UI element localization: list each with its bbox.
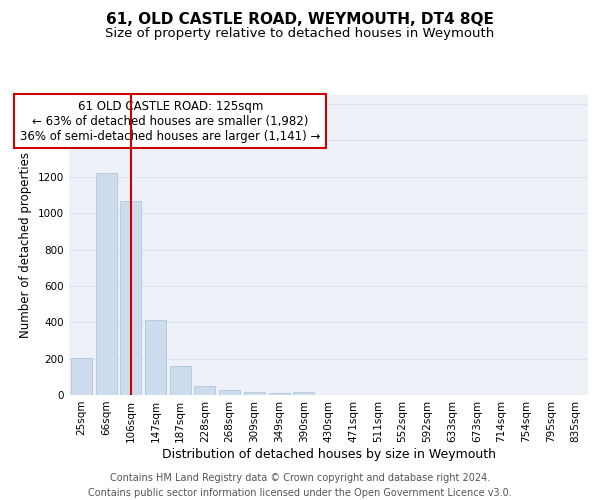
Bar	[120, 202, 141, 395]
Text: 61 OLD CASTLE ROAD: 125sqm
← 63% of detached houses are smaller (1,982)
36% of s: 61 OLD CASTLE ROAD: 125sqm ← 63% of deta…	[20, 100, 320, 142]
Text: Contains HM Land Registry data © Crown copyright and database right 2024.
Contai: Contains HM Land Registry data © Crown c…	[88, 472, 512, 498]
Bar	[170, 366, 191, 395]
Text: Size of property relative to detached houses in Weymouth: Size of property relative to detached ho…	[106, 28, 494, 40]
Bar	[71, 358, 92, 395]
Text: 61, OLD CASTLE ROAD, WEYMOUTH, DT4 8QE: 61, OLD CASTLE ROAD, WEYMOUTH, DT4 8QE	[106, 12, 494, 28]
Bar	[269, 393, 290, 395]
Bar	[219, 390, 240, 395]
Bar	[293, 392, 314, 395]
Bar	[194, 386, 215, 395]
Bar	[145, 320, 166, 395]
Y-axis label: Number of detached properties: Number of detached properties	[19, 152, 32, 338]
X-axis label: Distribution of detached houses by size in Weymouth: Distribution of detached houses by size …	[161, 448, 496, 460]
Bar	[244, 392, 265, 395]
Bar	[95, 173, 116, 395]
